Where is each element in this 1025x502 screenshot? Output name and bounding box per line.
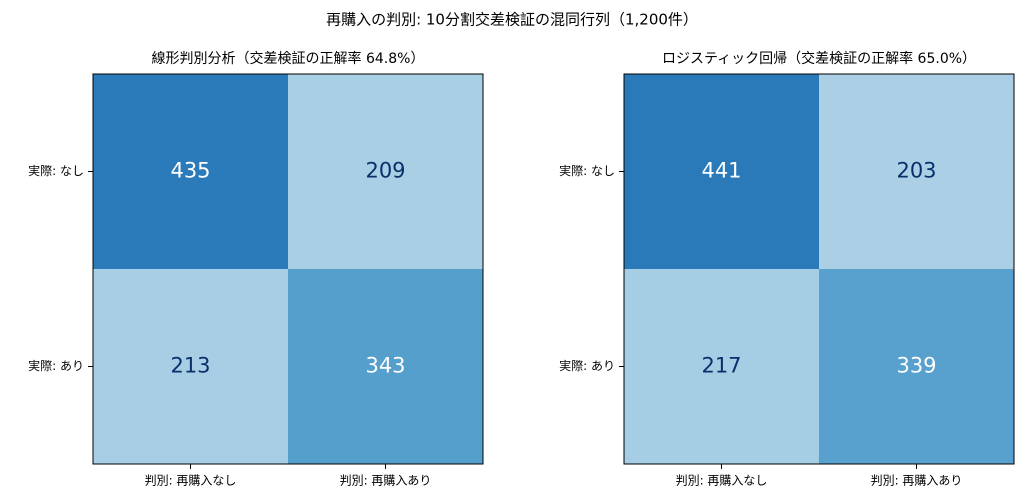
x-tick-label: 判別: 再購入あり (871, 474, 963, 488)
cell-value-label: 343 (365, 354, 405, 378)
heatmap-cell (819, 269, 1014, 464)
x-tick-label: 判別: 再購入なし (145, 474, 237, 488)
y-tick-label: 実際: なし (28, 163, 84, 178)
figure-title: 再購入の判別: 10分割交差検証の混同行列（1,200件） (326, 11, 698, 29)
cell-value-label: 435 (170, 159, 210, 183)
heatmap-cell (288, 74, 483, 269)
y-tick-label: 実際: なし (559, 163, 615, 178)
y-tick-label: 実際: あり (559, 358, 615, 373)
heatmap-cell (93, 74, 288, 269)
axes-frame (92, 73, 484, 465)
x-tick-label: 判別: 再購入なし (676, 474, 768, 488)
cell-value-label: 339 (896, 354, 936, 378)
cell-value-label: 217 (701, 354, 741, 378)
heatmap-cell (819, 74, 1014, 269)
chart-title: ロジスティック回帰（交差検証の正解率 65.0%） (662, 50, 976, 67)
cell-value-label: 203 (896, 159, 936, 183)
x-tick-label: 判別: 再購入あり (340, 474, 432, 488)
cell-value-label: 213 (170, 354, 210, 378)
cell-value-label: 209 (365, 159, 405, 183)
heatmap-cell (93, 269, 288, 464)
cell-value-label: 441 (701, 159, 741, 183)
heatmap-cell (624, 269, 819, 464)
axes-frame (623, 73, 1015, 465)
heatmap-cell (288, 269, 483, 464)
chart-title: 線形判別分析（交差検証の正解率 64.8%） (152, 50, 425, 67)
y-tick-label: 実際: あり (28, 358, 84, 373)
heatmap-cell (624, 74, 819, 269)
